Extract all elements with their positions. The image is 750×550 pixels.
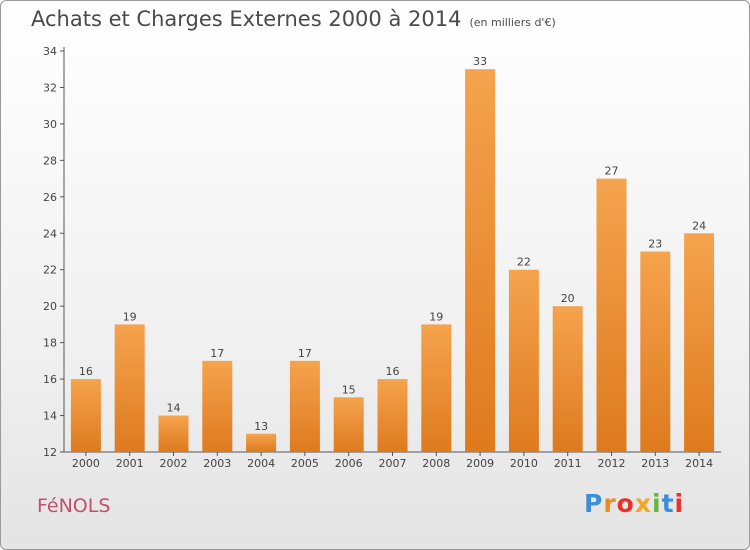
bar — [552, 306, 583, 452]
bar-value-label: 33 — [473, 55, 487, 68]
logo-letter: i — [674, 489, 685, 518]
logo-letter: o — [616, 489, 635, 518]
bar-value-label: 15 — [342, 383, 356, 396]
bar-value-label: 16 — [386, 365, 400, 378]
x-tick-label: 2012 — [598, 457, 626, 470]
x-tick-label: 2006 — [335, 457, 363, 470]
y-tick-label: 32 — [43, 81, 57, 94]
y-tick-label: 16 — [43, 373, 57, 386]
bar — [70, 379, 101, 452]
x-tick-label: 2001 — [116, 457, 144, 470]
x-tick-label: 2003 — [203, 457, 231, 470]
bar-value-label: 16 — [79, 365, 93, 378]
x-tick-label: 2002 — [160, 457, 188, 470]
bar — [333, 397, 364, 452]
chart-title: Achats et Charges Externes 2000 à 2014 (e… — [31, 7, 556, 31]
chart-subtitle: (en milliers d'€) — [469, 16, 556, 29]
proxiti-logo: Proxiti — [584, 489, 684, 518]
bar-value-label: 17 — [210, 347, 224, 360]
y-tick-label: 24 — [43, 227, 57, 240]
y-tick-label: 26 — [43, 191, 57, 204]
bar-value-label: 17 — [298, 347, 312, 360]
x-tick-label: 2013 — [641, 457, 669, 470]
y-tick-label: 14 — [43, 410, 57, 423]
bar-value-label: 23 — [648, 238, 662, 251]
x-tick-label: 2011 — [554, 457, 582, 470]
bar — [596, 178, 627, 452]
logo-letter: i — [652, 489, 662, 518]
bar-value-label: 22 — [517, 256, 531, 269]
y-tick-label: 34 — [43, 45, 57, 58]
y-tick-label: 28 — [43, 154, 57, 167]
x-tick-label: 2014 — [685, 457, 713, 470]
y-tick-label: 18 — [43, 337, 57, 350]
x-tick-label: 2004 — [247, 457, 275, 470]
y-tick-label: 30 — [43, 118, 57, 131]
logo-letter: P — [584, 489, 604, 518]
bars: 16 19 14 17 13 17 15 16 19 33 22 20 27 23 24 — [70, 55, 715, 453]
bar-value-label: 14 — [167, 402, 181, 415]
bar — [202, 360, 233, 452]
x-tick-label: 2010 — [510, 457, 538, 470]
x-tick-label: 2000 — [72, 457, 100, 470]
bar-value-label: 19 — [123, 310, 137, 323]
bar-value-label: 27 — [605, 165, 619, 178]
bar — [465, 69, 496, 453]
logo-letter: x — [634, 489, 652, 518]
bar-value-label: 20 — [561, 292, 575, 305]
commune-name: FéNOLS — [37, 495, 111, 517]
x-tick-label: 2008 — [422, 457, 450, 470]
logo-letter: t — [661, 489, 675, 518]
bar — [377, 379, 408, 452]
axes: 12 14 16 18 20 22 24 26 28 30 32 34 2000 2001 2002 2003… — [43, 45, 721, 470]
bar — [421, 324, 452, 452]
bar — [684, 233, 715, 452]
bar — [114, 324, 145, 452]
x-tick-label: 2007 — [379, 457, 407, 470]
y-tick-label: 22 — [43, 264, 57, 277]
y-tick-label: 12 — [43, 446, 57, 459]
bar-value-label: 13 — [254, 420, 268, 433]
bar — [640, 251, 671, 452]
bar — [508, 269, 539, 452]
y-tick-label: 20 — [43, 300, 57, 313]
bar-value-label: 24 — [692, 219, 706, 232]
x-tick-label: 2009 — [466, 457, 494, 470]
chart-title-text: Achats et Charges Externes 2000 à 2014 — [31, 7, 462, 31]
bar-value-label: 19 — [429, 310, 443, 323]
logo-letter: r — [603, 489, 617, 518]
bar — [158, 415, 189, 452]
bar — [289, 360, 320, 452]
bar — [246, 433, 277, 452]
x-tick-label: 2005 — [291, 457, 319, 470]
